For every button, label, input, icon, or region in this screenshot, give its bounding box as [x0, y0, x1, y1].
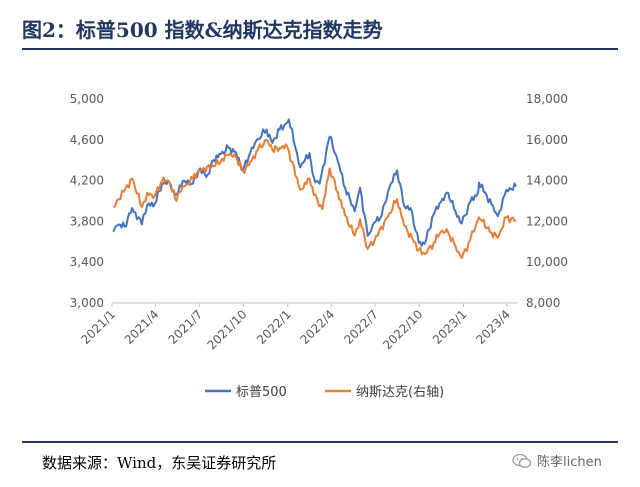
source-note: 数据来源：Wind，东吴证券研究所 — [42, 454, 277, 472]
chart-legend: 标普500 纳斯达克(右轴) — [205, 385, 444, 400]
y-right-tick-label: 14,000 — [526, 174, 568, 188]
y-left-tick-label: 5,000 — [70, 92, 104, 106]
x-tick-label: 2022/1 — [254, 307, 294, 347]
x-tick-label: 2022/7 — [341, 307, 381, 347]
x-tick-label: 2021/7 — [166, 307, 206, 347]
chart-axes: 3,000 3,400 3,800 4,200 4,600 5,000 8,000 10,00… — [70, 92, 568, 352]
x-tick-label: 2022/4 — [298, 307, 338, 347]
y-left-tick-label: 3,000 — [70, 296, 104, 310]
chart: 3,000 3,400 3,800 4,200 4,600 5,000 8,000 10,00… — [70, 92, 568, 400]
x-tick-label: 2021/4 — [122, 307, 162, 347]
y-left-tick-label: 3,400 — [70, 255, 104, 269]
x-tick-label: 2022/10 — [380, 307, 425, 352]
y-right-tick-label: 18,000 — [526, 92, 568, 106]
wechat-icon — [512, 453, 532, 468]
source-rule — [22, 441, 618, 443]
series-line-nasdaq — [112, 138, 517, 260]
y-right-tick-label: 12,000 — [526, 214, 568, 228]
y-right-tick-label: 16,000 — [526, 133, 568, 147]
title-rule — [22, 48, 618, 50]
y-left-tick-label: 4,200 — [70, 174, 104, 188]
y-left-tick-label: 4,600 — [70, 133, 104, 147]
y-right-tick-label: 10,000 — [526, 255, 568, 269]
legend-label: 标普500 — [236, 385, 287, 400]
chart-series — [112, 118, 517, 260]
x-tick-label: 2023/1 — [430, 307, 470, 347]
watermark-text: 陈李lichen — [537, 455, 602, 470]
y-right-tick-label: 8,000 — [526, 296, 560, 310]
x-tick-label: 2021/10 — [204, 307, 249, 352]
series-line-sp500 — [112, 118, 517, 247]
y-left-tick-label: 3,800 — [70, 214, 104, 228]
figure-title: 图2：标普500 指数&纳斯达克指数走势 — [22, 18, 383, 42]
legend-label: 纳斯达克(右轴) — [356, 385, 444, 400]
x-tick-label: 2021/1 — [78, 307, 118, 347]
watermark: 陈李lichen — [512, 451, 602, 470]
x-tick-label: 2023/4 — [473, 307, 513, 347]
